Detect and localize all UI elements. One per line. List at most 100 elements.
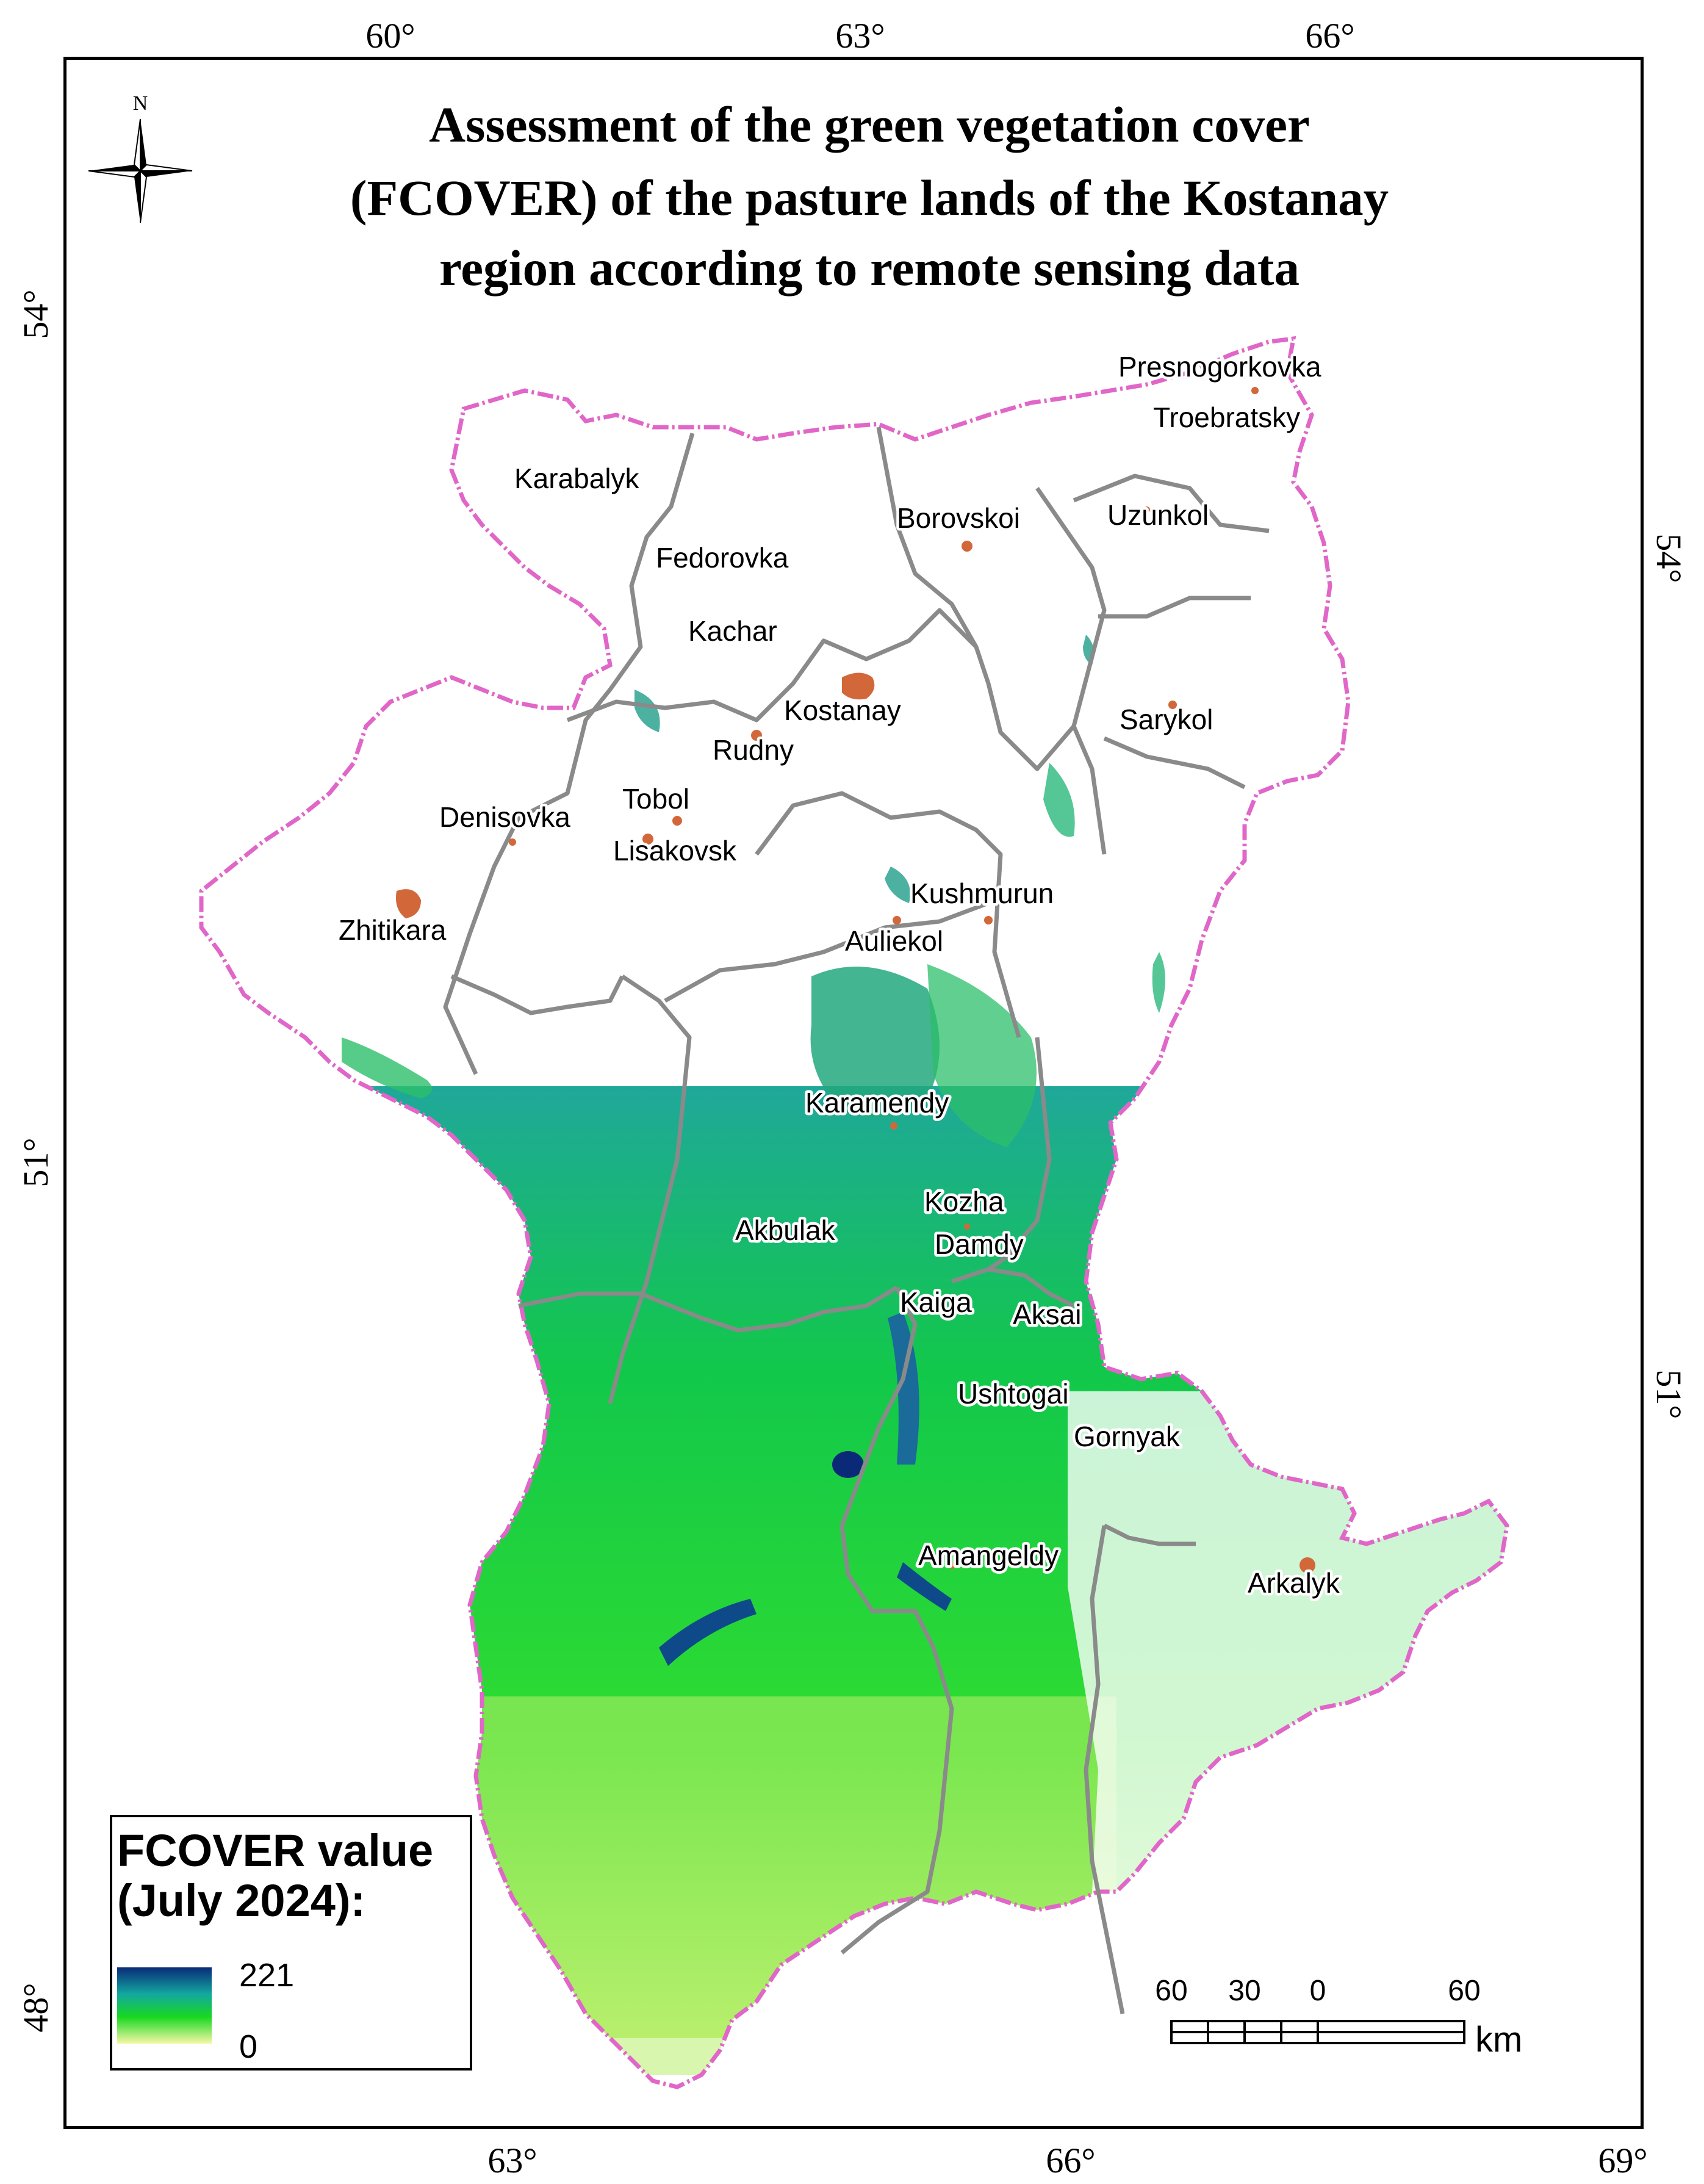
legend-color-ramp <box>117 1967 212 2044</box>
settlement-kozha <box>964 1224 970 1230</box>
district-line-7 <box>1103 736 1246 790</box>
place-troebratsky: Troebratsky <box>1153 402 1300 433</box>
title-line-3: region according to remote sensing data <box>439 240 1300 296</box>
district-line-12 <box>518 1285 898 1333</box>
scale-seg-2 <box>1207 2020 1246 2033</box>
scale-seg-5 <box>1317 2020 1465 2033</box>
place-lisakovsk: Lisakovsk <box>613 835 737 867</box>
settlement-presnogorkovka <box>1251 387 1259 394</box>
place-kostanay: Kostanay <box>784 694 901 726</box>
place-kozha: Kozha <box>924 1186 1004 1217</box>
place-kushmurun: Kushmurun <box>910 878 1054 909</box>
lat-label-left-54: 54° <box>16 289 56 339</box>
north-label: N <box>133 92 148 115</box>
lon-label-bottom-66: 66° <box>1046 2141 1095 2180</box>
legend-max-value: 221 <box>239 1957 294 1994</box>
settlement-karamendy <box>890 1122 897 1130</box>
scale-seg-2b <box>1207 2031 1246 2044</box>
settlement-tobol <box>672 816 682 826</box>
district-line-5 <box>1073 474 1270 533</box>
place-karabalyk: Karabalyk <box>514 463 640 494</box>
settlement-amangeldy <box>948 1562 955 1569</box>
fcover-mid-patch-7 <box>635 690 660 732</box>
district-line-13 <box>839 1286 954 1955</box>
lat-label-left-51: 51° <box>16 1137 56 1187</box>
lon-label-top-60: 60° <box>365 16 415 56</box>
district-line-3 <box>876 427 979 648</box>
place-sarykol: Sarykol <box>1120 704 1213 735</box>
settlement-auliekol <box>893 916 901 924</box>
place-ushtogai: Ushtogai <box>958 1378 1069 1410</box>
place-akbulak: Akbulak <box>735 1214 836 1246</box>
scale-bar: 60 30 0 60 km <box>1155 1975 1522 2060</box>
district-line-1 <box>443 433 695 1075</box>
north-arrow-e-dark <box>140 171 192 177</box>
district-boundaries <box>443 427 1270 2014</box>
district-line-10 <box>664 901 990 1003</box>
place-damdy: Damdy <box>935 1228 1024 1260</box>
district-line-6 <box>1098 596 1251 619</box>
legend-min-value: 0 <box>239 2028 257 2065</box>
scale-label-0: 0 <box>1310 1975 1326 2007</box>
place-uzunkol: Uzunkol <box>1107 499 1209 531</box>
title-line-1: Assessment of the green vegetation cover <box>429 96 1310 153</box>
legend-title-line-2: (July 2024): <box>117 1875 365 1926</box>
place-zhitikara: Zhitikara <box>339 914 447 946</box>
place-kaiga: Kaiga <box>900 1286 972 1318</box>
scale-seg-1b <box>1170 2031 1209 2044</box>
map-title: Assessment of the green vegetation cover… <box>350 96 1389 296</box>
lat-label-right-54: 54° <box>1649 533 1689 583</box>
place-gornyak: Gornyak <box>1074 1421 1181 1452</box>
graticule-labels: 60° 63° 66° 63° 66° 69° 54° 51° 48° 54° … <box>16 16 1689 2180</box>
legend-title-line-1: FCOVER value <box>117 1825 433 1876</box>
place-arkalyk: Arkalyk <box>1248 1567 1340 1599</box>
district-line-8 <box>755 791 1021 1038</box>
north-arrow-s-dark <box>134 171 140 223</box>
scale-label-60-right: 60 <box>1448 1975 1480 2007</box>
place-auliekol: Auliekol <box>845 925 943 957</box>
place-denisovka: Denisovka <box>439 801 570 833</box>
settlements <box>396 387 1315 1573</box>
district-line-9 <box>608 975 692 1404</box>
fcover-mid-patch-4 <box>1043 763 1075 837</box>
place-rudny: Rudny <box>713 734 794 766</box>
fcover-sparse-east <box>1068 1391 1507 2014</box>
fcover-mid-patch-2 <box>927 964 1037 1147</box>
lat-label-right-51: 51° <box>1649 1369 1689 1419</box>
fcover-high-patch-2 <box>659 1599 757 1666</box>
scale-seg-3 <box>1243 2020 1282 2033</box>
lon-label-bottom-63: 63° <box>487 2141 537 2180</box>
scale-seg-5b <box>1317 2031 1465 2044</box>
north-arrow-n-dark <box>140 119 146 171</box>
settlement-sarykol <box>1168 701 1177 709</box>
settlement-lisakovsk <box>642 834 653 845</box>
district-line-14 <box>951 1267 1075 1308</box>
lon-label-bottom-69: 69° <box>1598 2141 1647 2180</box>
place-amangeldy: Amangeldy <box>918 1540 1059 1571</box>
district-line-17 <box>1084 1525 1125 2014</box>
fcover-mid-patch-1 <box>810 967 940 1118</box>
scale-bar-segments <box>1170 2020 1465 2044</box>
lon-label-top-63: 63° <box>835 16 885 56</box>
place-tobol: Tobol <box>622 783 689 815</box>
fcover-high-patch-1 <box>832 1451 864 1478</box>
scale-label-60-left: 60 <box>1155 1975 1187 2007</box>
lat-label-left-48: 48° <box>16 1983 56 2032</box>
lon-label-top-66: 66° <box>1305 16 1354 56</box>
settlement-kostanay <box>842 672 875 700</box>
settlement-borovskoi <box>962 541 972 552</box>
district-line-11 <box>450 974 625 1015</box>
settlement-uzunkol <box>1144 506 1150 513</box>
scale-seg-4b <box>1280 2031 1319 2044</box>
place-borovskoi: Borovskoi <box>897 502 1020 534</box>
scale-seg-4 <box>1280 2020 1319 2033</box>
scale-unit: km <box>1475 2020 1522 2060</box>
north-arrow-e-light <box>138 164 193 171</box>
district-line-4 <box>1035 487 1107 855</box>
legend: FCOVER value (July 2024): 221 0 <box>110 1815 472 2070</box>
title-line-2: (FCOVER) of the pasture lands of the Kos… <box>350 170 1389 226</box>
north-arrow: N <box>88 92 193 223</box>
settlement-arkalyk <box>1300 1557 1315 1573</box>
settlement-zhitikara <box>396 889 421 918</box>
place-fedorovka: Fedorovka <box>656 542 789 574</box>
